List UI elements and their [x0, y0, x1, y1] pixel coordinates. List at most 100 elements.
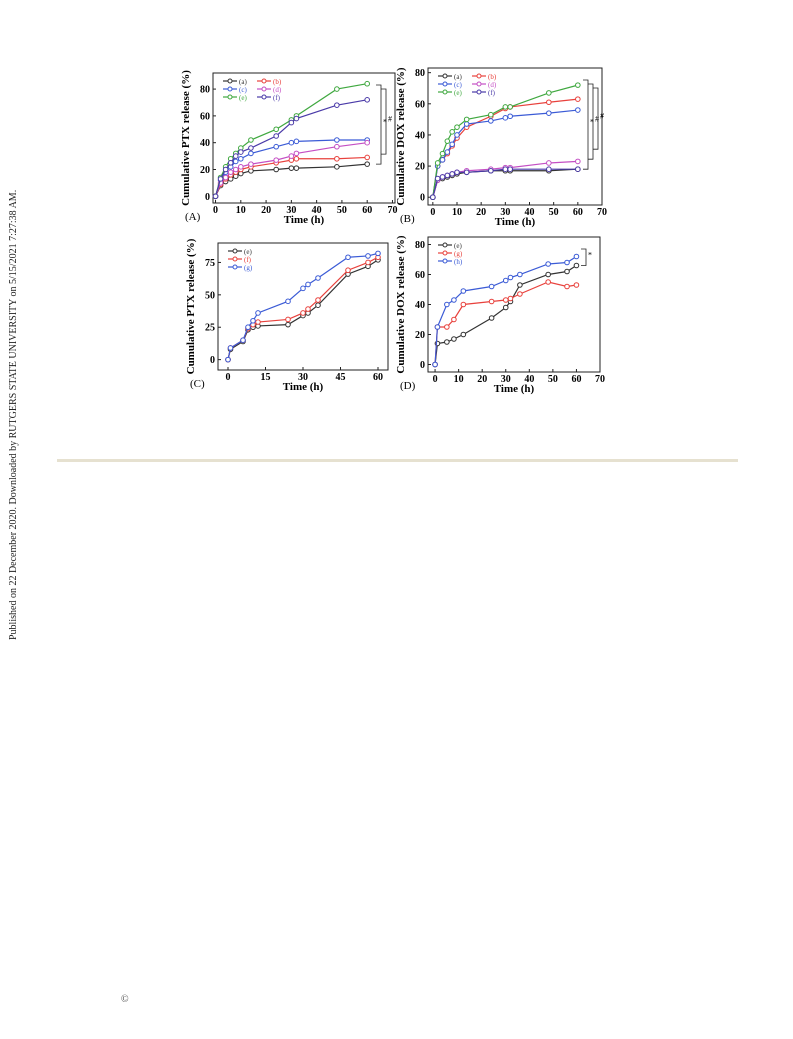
legend-label: (e)	[454, 89, 462, 97]
x-tick-label: 30	[501, 374, 511, 385]
y-tick-label: 80	[200, 85, 210, 96]
data-point	[288, 165, 295, 171]
data-point	[444, 324, 450, 330]
series-line	[227, 259, 379, 360]
data-point	[238, 149, 244, 155]
data-point	[315, 297, 321, 303]
significance-mark: #	[595, 115, 599, 124]
legend-marker	[442, 258, 448, 264]
legend-label: (h)	[454, 258, 463, 266]
y-tick-label: 20	[200, 165, 210, 176]
x-tick-label: 70	[595, 374, 605, 385]
x-axis-label: Time (h)	[284, 214, 325, 226]
data-point	[364, 97, 370, 103]
legend-marker	[232, 264, 238, 270]
data-point	[300, 310, 306, 316]
y-tick-label: 80	[415, 68, 425, 79]
data-point	[293, 155, 300, 162]
significance-bracket	[583, 79, 589, 170]
y-tick-label: 75	[205, 258, 215, 269]
x-tick-label: 60	[362, 205, 372, 216]
data-point	[227, 159, 234, 166]
y-tick-label: 0	[420, 360, 425, 371]
legend-marker	[442, 89, 448, 95]
x-tick-label: 50	[337, 205, 347, 216]
y-tick-label: 0	[210, 355, 215, 366]
y-tick-label: 80	[415, 240, 425, 251]
data-point	[334, 143, 340, 150]
legend-label: (a)	[239, 78, 247, 86]
legend-marker	[476, 81, 482, 87]
data-point	[285, 316, 291, 323]
data-point	[232, 166, 239, 173]
data-point	[364, 154, 370, 161]
x-tick-label: 50	[548, 374, 558, 385]
axes-frame	[427, 67, 603, 206]
data-point	[488, 283, 495, 290]
data-point	[546, 110, 552, 116]
x-tick-label: 0	[433, 374, 438, 385]
data-point	[575, 158, 581, 165]
data-point	[232, 153, 239, 159]
x-tick-label: 40	[312, 205, 322, 216]
data-point	[444, 301, 450, 308]
data-point	[248, 161, 254, 167]
x-tick-label: 20	[477, 374, 487, 385]
data-point	[573, 262, 580, 269]
y-axis-label: Cumulative PTX release (%)	[185, 238, 197, 374]
data-point	[293, 165, 300, 171]
x-tick-label: 10	[454, 374, 464, 385]
data-point	[463, 121, 470, 127]
panel-label: (B)	[400, 213, 415, 225]
significance-bracket	[593, 87, 599, 150]
data-point	[334, 102, 340, 108]
x-axis-label: Time (h)	[494, 383, 535, 395]
x-tick-label: 60	[373, 372, 383, 383]
x-tick-label: 0	[430, 207, 435, 218]
data-point	[430, 194, 436, 201]
data-point	[546, 166, 552, 172]
panel-label: (A)	[185, 211, 201, 223]
legend-marker	[261, 78, 267, 84]
legend-label: (e)	[454, 242, 462, 250]
y-tick-label: 0	[420, 193, 425, 204]
data-point	[293, 115, 300, 122]
legend-label: (g)	[454, 250, 463, 258]
x-tick-label: 70	[387, 205, 397, 216]
legend-label: (f)	[273, 94, 281, 102]
data-point	[507, 113, 513, 120]
data-point	[454, 124, 460, 130]
data-point	[232, 158, 239, 165]
legend-label: (f)	[488, 89, 496, 97]
x-tick-label: 0	[213, 205, 218, 216]
y-axis-label: Cumulative DOX release (%)	[395, 235, 407, 374]
data-point	[248, 150, 254, 157]
data-point	[451, 297, 457, 303]
x-tick-label: 50	[549, 207, 559, 218]
x-tick-label: 40	[524, 374, 534, 385]
data-point	[255, 310, 261, 316]
data-point	[451, 316, 457, 323]
legend-marker	[232, 256, 238, 262]
y-tick-label: 40	[200, 138, 210, 149]
significance-bracket	[376, 84, 382, 165]
data-point	[545, 261, 551, 267]
data-point	[334, 86, 340, 92]
data-point	[449, 129, 455, 135]
data-point	[222, 166, 229, 173]
legend-label: (f)	[244, 256, 252, 264]
data-point	[434, 324, 441, 330]
data-point	[449, 171, 455, 177]
data-point	[507, 104, 513, 110]
legend-marker	[261, 86, 267, 92]
data-point	[375, 250, 381, 257]
data-point	[451, 336, 457, 342]
x-tick-label: 60	[573, 207, 583, 218]
data-point	[463, 169, 470, 176]
y-axis-label: Cumulative PTX release (%)	[180, 70, 192, 206]
data-point	[273, 133, 279, 139]
data-point	[502, 104, 509, 110]
y-tick-label: 40	[415, 130, 425, 141]
data-point	[573, 282, 580, 288]
y-tick-label: 60	[415, 270, 425, 281]
